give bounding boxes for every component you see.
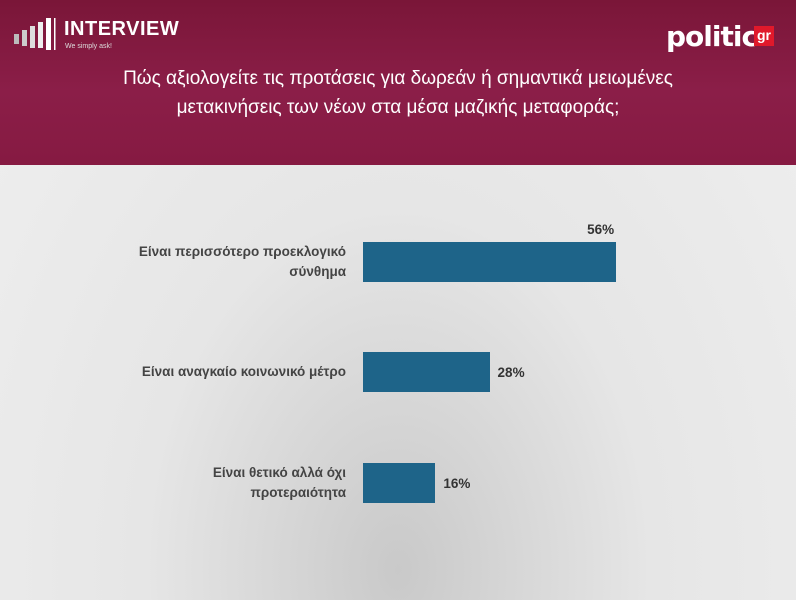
value-label: 16%: [443, 475, 471, 491]
bar: [363, 463, 436, 503]
publisher-name: politic: [666, 20, 758, 53]
publisher-suffix: gr: [754, 26, 774, 46]
value-label: 56%: [587, 222, 615, 237]
chart-title: Πώς αξιολογείτε τις προτάσεις για δωρεάν…: [123, 68, 673, 118]
value-label: 28%: [497, 364, 525, 380]
brand-icon: [14, 18, 56, 50]
brand-tagline: We simply ask!: [65, 43, 112, 50]
category-label: Είναι θετικό αλλά όχι προτεραιότητα: [212, 465, 346, 500]
header: [0, 0, 796, 165]
bar: [363, 242, 617, 282]
category-label: Είναι περισσότερο προεκλογικό σύνθημα: [138, 244, 346, 279]
brand-name: INTERVIEW: [64, 18, 180, 40]
bar: [363, 352, 490, 392]
category-label: Είναι αναγκαίο κοινωνικό μέτρο: [141, 364, 346, 379]
